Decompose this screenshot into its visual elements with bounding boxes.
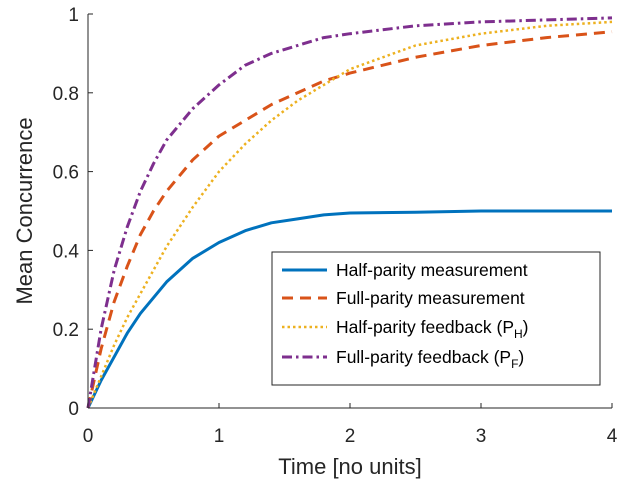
x-tick-label: 1 [214, 426, 225, 447]
series-line-2 [86, 30, 613, 409]
y-axis-label: Mean Concurrence [12, 117, 37, 304]
axis-ticks: 0 1 2 3 4 0 0.2 0.4 0.6 0.8 1 [53, 5, 618, 447]
y-tick-label: 0.6 [53, 163, 79, 184]
legend-label-2: Full-parity measurement [336, 288, 525, 308]
x-tick-label: 2 [345, 426, 356, 447]
series-lines [86, 16, 613, 409]
x-tick-label: 4 [607, 426, 618, 447]
legend: Half-parity measurement Full-parity measu… [271, 251, 601, 386]
series-line-1 [86, 209, 612, 409]
y-tick-label: 0.2 [53, 320, 79, 341]
legend-label-3: Half-parity feedback (PH) [336, 317, 529, 341]
legend-label-4: Full-parity feedback (PF) [336, 347, 524, 371]
x-tick-label: 0 [83, 426, 94, 447]
legend-items: Half-parity measurement Full-parity measu… [282, 260, 529, 371]
x-tick-label: 3 [476, 426, 487, 447]
legend-label-1: Half-parity measurement [336, 260, 528, 280]
y-tick-label: 0.8 [53, 84, 79, 105]
x-axis-label: Time [no units] [278, 454, 421, 479]
y-tick-label: 0 [68, 399, 79, 420]
series-line-3 [86, 20, 613, 409]
y-tick-label: 1 [68, 5, 79, 26]
y-tick-label: 0.4 [53, 241, 80, 262]
legend-box [271, 251, 601, 386]
series-line-4 [86, 16, 613, 409]
